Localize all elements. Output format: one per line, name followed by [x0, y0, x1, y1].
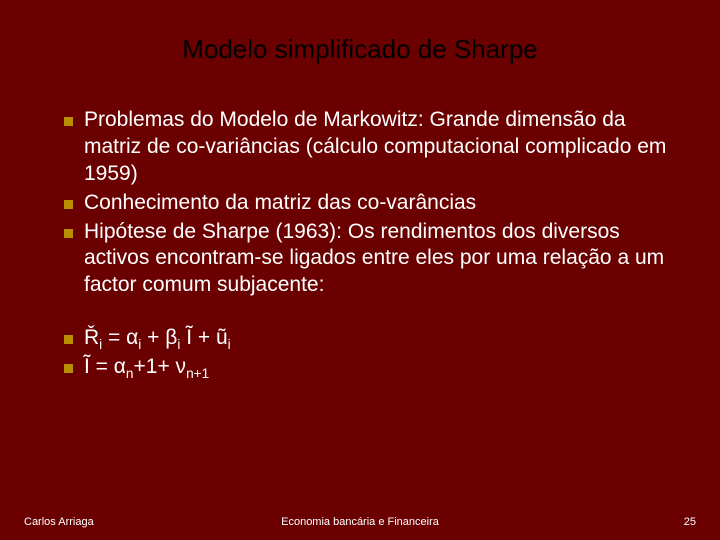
footer-page-number: 25 [684, 516, 696, 528]
slide-title: Modelo simplificado de Sharpe [40, 34, 680, 65]
list-item: Problemas do Modelo de Markowitz: Grande… [64, 107, 680, 188]
footer-title: Economia bancária e Financeira [281, 516, 439, 528]
bullet-list-1: Problemas do Modelo de Markowitz: Grande… [40, 107, 680, 299]
bullet-list-2: Ři = αi + βi Ĩ + ũi Ĩ = αn+1+ νn+1 [40, 325, 680, 381]
slide: Modelo simplificado de Sharpe Problemas … [0, 0, 720, 540]
list-item: Conhecimento da matriz das co-varâncias [64, 190, 680, 217]
slide-footer: Carlos Arriaga Economia bancária e Finan… [0, 516, 720, 528]
list-item: Ĩ = αn+1+ νn+1 [64, 354, 680, 381]
footer-author: Carlos Arriaga [24, 516, 94, 528]
list-item: Ři = αi + βi Ĩ + ũi [64, 325, 680, 352]
list-item: Hipótese de Sharpe (1963): Os rendimento… [64, 219, 680, 300]
